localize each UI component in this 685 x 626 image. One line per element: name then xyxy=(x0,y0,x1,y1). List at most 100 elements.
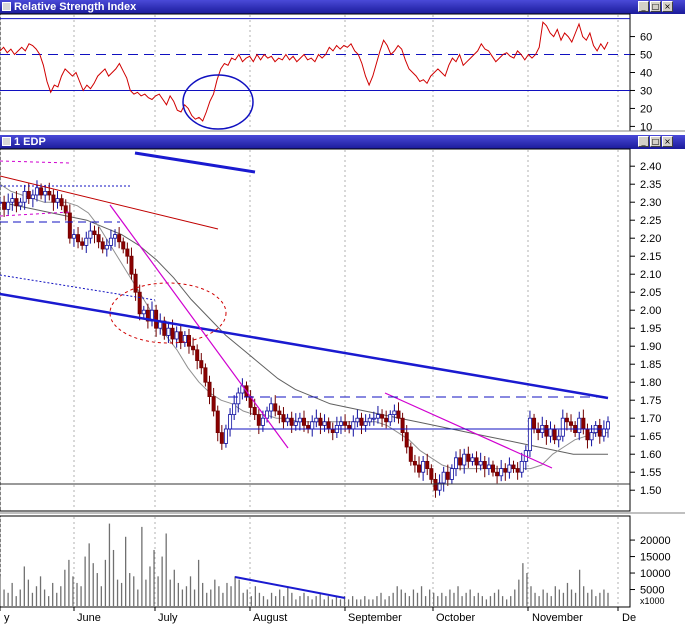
candle-body xyxy=(396,410,401,419)
candlestick xyxy=(92,225,97,244)
candle-body xyxy=(277,410,282,415)
candle-body xyxy=(536,428,541,433)
candle-body xyxy=(371,417,376,420)
candle-body xyxy=(219,432,224,444)
candle-body xyxy=(380,414,385,419)
candle-body xyxy=(519,460,524,473)
rsi-annotation-circle[interactable] xyxy=(182,74,254,130)
candlestick xyxy=(22,184,27,210)
candle-body xyxy=(474,457,479,466)
slow-moving-average xyxy=(0,201,608,455)
axes: 10 20 30 40 50 60 1.50 1.55 1.60 1.65 1.70 1.75 1.80… xyxy=(0,32,671,624)
candle-body xyxy=(228,414,233,430)
pink-trendline-2[interactable] xyxy=(384,392,553,469)
x-axis-label: October xyxy=(436,612,475,624)
volume-tick-label: 20000 xyxy=(640,535,671,547)
minimize-button[interactable]: _ xyxy=(638,1,649,12)
candlestick xyxy=(474,451,479,473)
candle-body xyxy=(548,428,553,437)
candle-body xyxy=(59,198,64,207)
candle-body xyxy=(507,464,512,473)
candlestick xyxy=(560,409,565,442)
candlestick xyxy=(355,409,360,428)
candle-body xyxy=(527,417,532,452)
candle-body xyxy=(174,331,179,340)
candlestick xyxy=(396,402,401,424)
pink-downtrend-line[interactable] xyxy=(109,204,289,449)
upper-trendline[interactable] xyxy=(134,151,256,174)
candlestick xyxy=(108,229,113,251)
candle-body xyxy=(560,417,565,437)
candle-body xyxy=(88,230,93,239)
candlestick xyxy=(232,395,237,420)
candle-body xyxy=(301,417,306,426)
price-title-bar[interactable]: 1 EDP _ □ × xyxy=(0,135,685,149)
candle-body xyxy=(207,381,212,398)
candlestick xyxy=(318,412,323,435)
rsi-title-bar[interactable]: Relative Strength Index _ □ × xyxy=(0,0,685,14)
candle-body xyxy=(417,464,422,473)
candlestick xyxy=(478,452,483,471)
rsi-panel-title: Relative Strength Index xyxy=(14,1,137,13)
volume-trendline[interactable] xyxy=(234,576,346,599)
candle-body xyxy=(478,460,483,466)
volume-tick-label: 15000 xyxy=(640,552,671,564)
candle-body xyxy=(544,424,549,437)
candlestick xyxy=(507,457,512,479)
x-axis-label: y xyxy=(4,612,10,624)
price-tick-label: 2.00 xyxy=(640,305,661,317)
maximize-button[interactable]: □ xyxy=(650,1,661,12)
candlestick xyxy=(544,420,549,445)
price-annotation-ellipse[interactable] xyxy=(109,282,227,344)
volume-tick-label: 5000 xyxy=(640,585,664,597)
close-button[interactable]: × xyxy=(662,1,673,12)
candlestick xyxy=(145,303,150,329)
main-downtrend-line[interactable] xyxy=(0,292,609,400)
candle-body xyxy=(215,410,220,434)
price-tick-label: 2.40 xyxy=(640,161,661,173)
candle-body xyxy=(347,424,352,430)
candlestick xyxy=(121,237,126,254)
candle-body xyxy=(43,190,48,196)
candle-body xyxy=(71,234,76,239)
candle-body xyxy=(482,460,487,469)
rsi-chart xyxy=(0,18,630,122)
candlestick xyxy=(433,472,438,498)
maximize-button[interactable]: □ xyxy=(650,136,661,147)
x-axis-label: De xyxy=(622,612,636,624)
candle-body xyxy=(314,417,319,423)
close-button[interactable]: × xyxy=(662,136,673,147)
candlestick xyxy=(499,459,504,482)
candle-body xyxy=(363,421,368,426)
x-axis-label: September xyxy=(348,612,402,624)
candle-body xyxy=(125,248,130,257)
candlestick xyxy=(400,412,405,442)
candle-body xyxy=(51,194,56,203)
candlestick xyxy=(199,353,204,375)
candle-body xyxy=(30,194,35,199)
candle-body xyxy=(34,187,39,196)
candle-body xyxy=(223,428,228,444)
candle-body xyxy=(203,367,208,383)
candle-body xyxy=(589,432,594,441)
candle-body xyxy=(269,403,274,412)
candlestick xyxy=(6,193,11,215)
candle-body xyxy=(412,460,417,466)
candle-body xyxy=(121,241,126,250)
candlestick xyxy=(301,410,306,432)
candle-body xyxy=(606,421,611,430)
candlestick xyxy=(84,231,89,253)
candlestick xyxy=(88,222,93,244)
candlestick xyxy=(445,464,450,486)
candle-body xyxy=(141,309,146,315)
candle-body xyxy=(26,190,31,199)
minimize-button[interactable]: _ xyxy=(638,136,649,147)
candlestick xyxy=(195,344,200,370)
candle-body xyxy=(569,421,574,426)
candle-body xyxy=(166,327,171,336)
candlestick xyxy=(421,456,426,481)
red-trendline[interactable] xyxy=(0,175,219,230)
candlestick xyxy=(14,191,19,213)
